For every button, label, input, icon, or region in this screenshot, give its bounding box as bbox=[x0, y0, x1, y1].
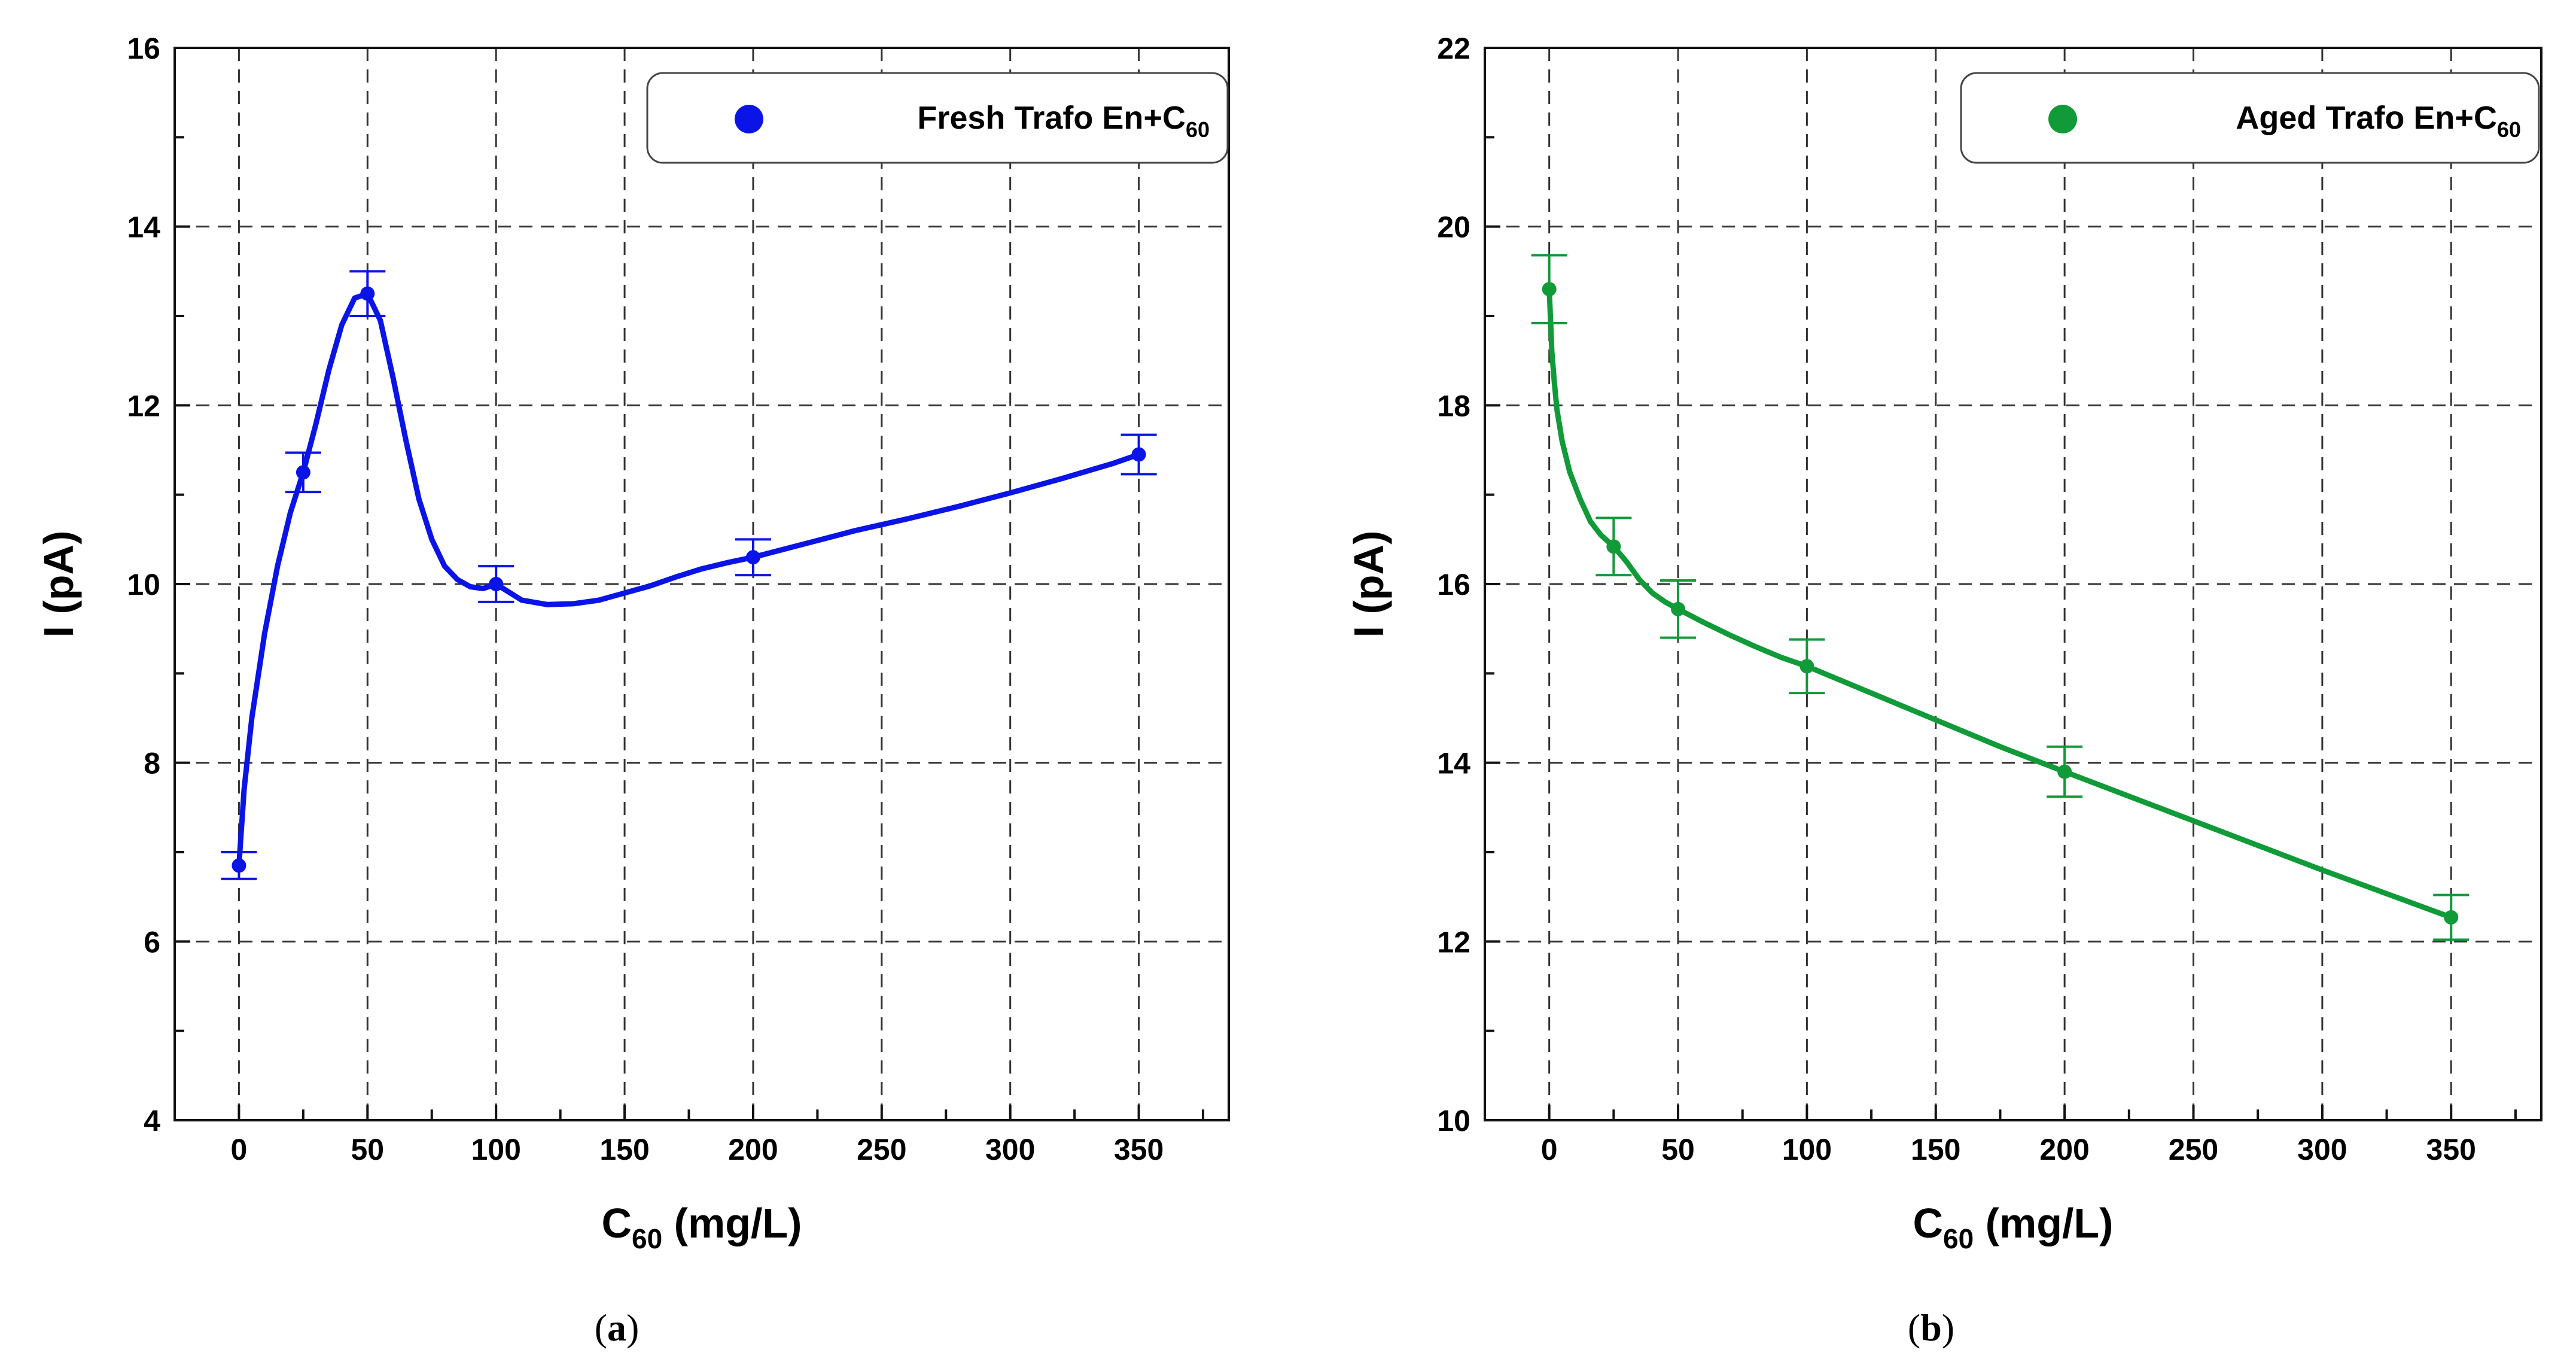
panel-b-data-point bbox=[1606, 539, 1621, 554]
panel-a-points bbox=[232, 286, 1146, 873]
panel-a-legend-marker bbox=[735, 105, 763, 133]
panel-a-y-axis-title: I (pA) bbox=[35, 531, 82, 638]
panel-a-x-tick-label: 100 bbox=[471, 1133, 520, 1166]
panel-a-caption: (a) bbox=[595, 1306, 640, 1349]
panel-b-legend-label-sub: 60 bbox=[2497, 117, 2521, 142]
panel-b-x-ticks: 0 50 100 150 200 250 300 350 bbox=[1484, 1105, 2517, 1166]
panel-a-x-axis-title-rest: (mg/L) bbox=[662, 1200, 802, 1246]
panel-b-y-tick-label: 14 bbox=[1437, 747, 1470, 780]
panel-a-x-tick-label: 0 bbox=[231, 1133, 248, 1166]
panel-b-x-axis-title-rest: (mg/L) bbox=[1974, 1200, 2113, 1246]
panel-b-x-tick-label: 200 bbox=[2039, 1133, 2089, 1166]
panel-a-grid bbox=[175, 48, 1229, 1120]
panel-a-x-axis-title-main: C bbox=[601, 1200, 632, 1246]
panel-b-data-point bbox=[1542, 282, 1557, 297]
panel-b-x-axis-title-main: C bbox=[1913, 1200, 1943, 1246]
panel-a-x-tick-label: 250 bbox=[857, 1133, 906, 1166]
panel-a-y-tick-label: 8 bbox=[144, 747, 160, 780]
panel-b-series-line bbox=[1546, 286, 2454, 920]
panel-a-x-tick-label: 350 bbox=[1114, 1133, 1164, 1166]
panel-a-curve-layer bbox=[236, 291, 1142, 868]
panel-a-y-tick-label: 10 bbox=[127, 568, 160, 601]
panel-a-y-tick-label: 16 bbox=[127, 32, 160, 65]
panel-a-data-point bbox=[1131, 447, 1146, 462]
panel-b-y-tick-label: 20 bbox=[1437, 211, 1470, 244]
panel-b-legend-label-main: Aged Trafo En+C bbox=[2236, 100, 2497, 136]
panel-b-x-axis-title-sub: 60 bbox=[1943, 1223, 1974, 1254]
panel-a-y-ticks: 4 6 8 10 12 14 16 bbox=[127, 32, 190, 1138]
panel-a-x-tick-label: 200 bbox=[728, 1133, 778, 1166]
panel-b-data-point bbox=[2444, 910, 2459, 925]
panel-b-data-point bbox=[1671, 601, 1686, 616]
panel-b-curve-layer bbox=[1546, 286, 2454, 920]
panel-b-points bbox=[1542, 282, 2459, 925]
panel-a-legend-label-main: Fresh Trafo En+C bbox=[917, 100, 1186, 136]
panel-a-caption-letter: a bbox=[607, 1306, 626, 1349]
panel-b-y-ticks: 10 12 14 16 18 20 22 bbox=[1437, 32, 1500, 1138]
panel-a-legend-box bbox=[646, 72, 1229, 164]
panel-a-errorbars bbox=[221, 270, 1157, 880]
panel-a-x-axis-title-sub: 60 bbox=[632, 1223, 662, 1254]
panel-b-y-tick-label: 12 bbox=[1437, 925, 1470, 959]
panel-a-legend-label-sub: 60 bbox=[1186, 117, 1210, 142]
panel-a-x-tick-label: 300 bbox=[985, 1133, 1035, 1166]
panel-b-y-tick-label: 16 bbox=[1437, 568, 1470, 601]
panel-b-x-tick-label: 50 bbox=[1661, 1133, 1695, 1166]
panel-b-y-tick-label: 10 bbox=[1437, 1104, 1470, 1138]
panel-b-legend-box bbox=[1960, 72, 2540, 164]
panel-a-legend-label: Fresh Trafo En+C60 bbox=[917, 100, 1210, 142]
panel-b-grid bbox=[1485, 48, 2541, 1120]
panel-a-data-point bbox=[232, 858, 246, 873]
panel-a-legend: Fresh Trafo En+C60 bbox=[646, 72, 1229, 164]
panel-b-legend: Aged Trafo En+C60 bbox=[1960, 72, 2540, 164]
panel-a-y-tick-label: 14 bbox=[127, 211, 160, 244]
panel-a-x-ticks: 0 50 100 150 200 250 300 350 bbox=[173, 1105, 1205, 1166]
panel-b-x-tick-label: 300 bbox=[2297, 1133, 2347, 1166]
panel-b-caption-letter: b bbox=[1920, 1306, 1942, 1349]
panel-b-legend-label: Aged Trafo En+C60 bbox=[2236, 100, 2521, 142]
panel-b-x-axis-title: C60 (mg/L) bbox=[1913, 1200, 2113, 1254]
panel-a-data-point bbox=[360, 286, 375, 301]
panel-b-x-tick-label: 350 bbox=[2426, 1133, 2476, 1166]
panel-b-x-tick-label: 100 bbox=[1782, 1133, 1832, 1166]
panel-a-data-point bbox=[489, 577, 504, 591]
panel-b-y-tick-label: 18 bbox=[1437, 389, 1470, 422]
panel-b-data-point bbox=[2057, 764, 2072, 779]
panel-a-series-line bbox=[236, 291, 1142, 868]
panel-b-x-tick-label: 250 bbox=[2169, 1133, 2218, 1166]
panel-b-y-axis-title: I (pA) bbox=[1345, 531, 1392, 638]
panel-a-data-point bbox=[296, 465, 310, 480]
panel-b-data-point bbox=[1799, 659, 1814, 674]
panel-a-data-point bbox=[745, 550, 760, 565]
panel-b-legend-marker bbox=[2048, 105, 2077, 133]
panel-a-x-tick-label: 50 bbox=[351, 1133, 385, 1166]
panel-a-y-tick-label: 4 bbox=[144, 1104, 160, 1138]
panel-b-x-tick-label: 0 bbox=[1541, 1133, 1558, 1166]
panel-b-x-tick-label: 150 bbox=[1911, 1133, 1960, 1166]
panel-b-y-tick-label: 22 bbox=[1437, 32, 1470, 65]
panel-b-caption: (b) bbox=[1908, 1306, 1954, 1349]
panel-a-y-tick-label: 12 bbox=[127, 389, 160, 422]
panel-a-x-tick-label: 150 bbox=[599, 1133, 649, 1166]
panel-a-y-tick-label: 6 bbox=[144, 925, 160, 959]
panel-a-x-axis-title: C60 (mg/L) bbox=[601, 1200, 802, 1254]
